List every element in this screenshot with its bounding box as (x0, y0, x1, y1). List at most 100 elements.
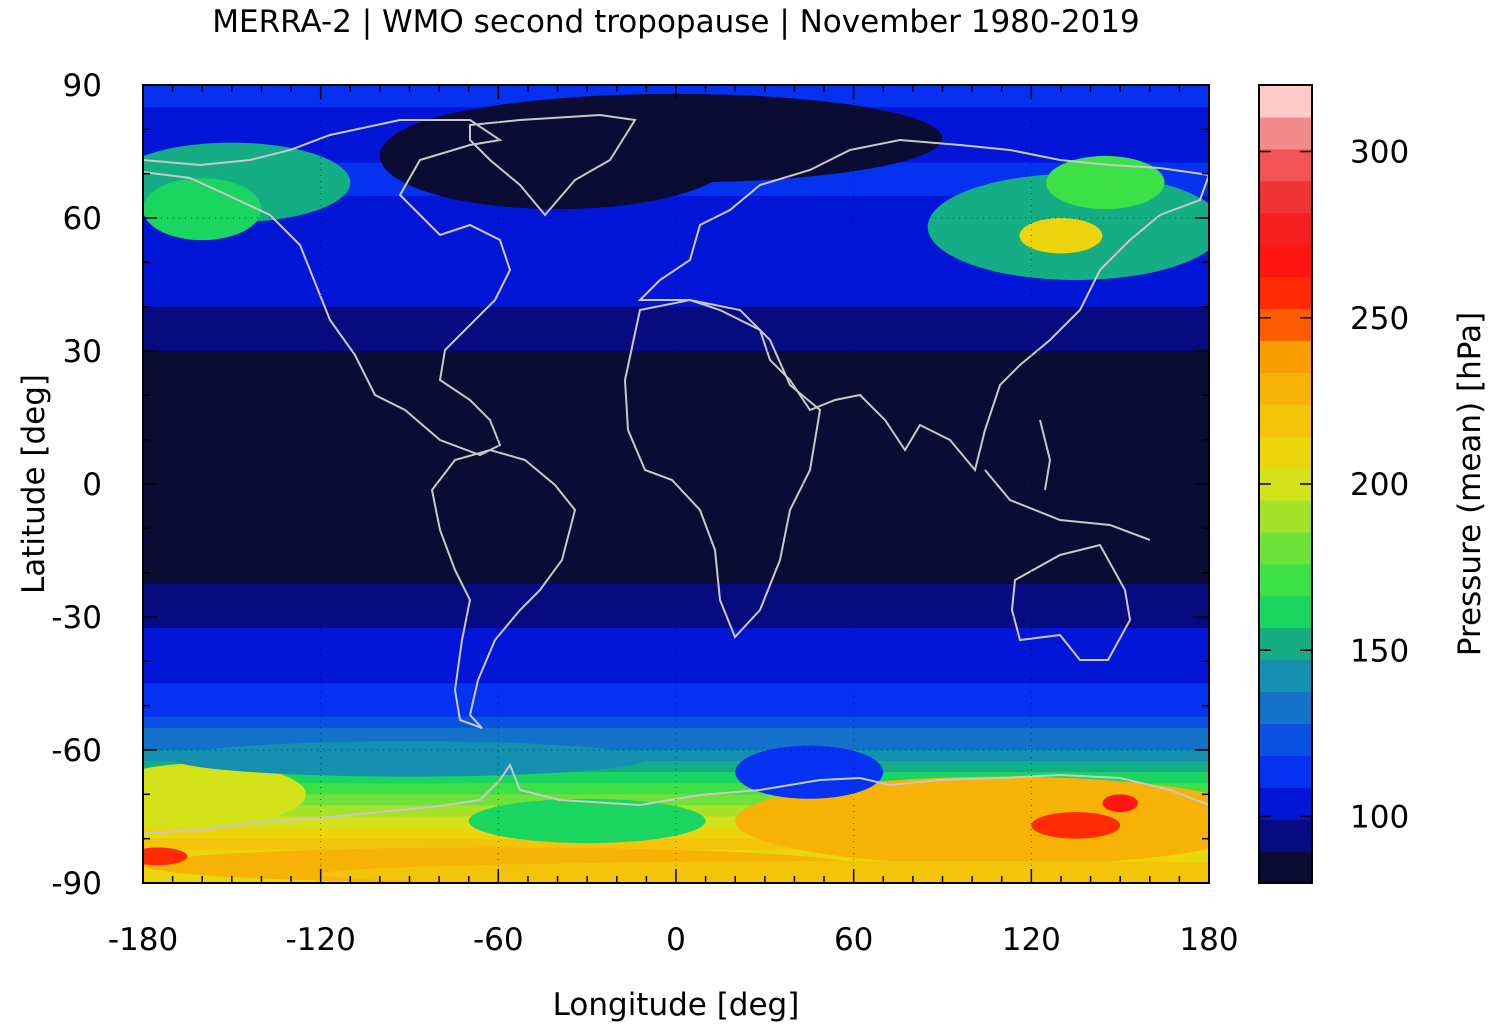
zonal-band (143, 195, 1209, 208)
colorbar-swatch (1259, 627, 1312, 661)
y-tick-labels: 90 60 30 0 -30 -60 -90 (51, 68, 102, 902)
colorbar-label: Pressure (mean) [hPa] (1452, 312, 1488, 656)
colorbar-swatch (1259, 851, 1312, 884)
zonal-band (143, 317, 1209, 330)
pressure-patch (735, 776, 1209, 866)
colorbar-swatch (1259, 212, 1312, 246)
y-tick-label: -90 (51, 866, 102, 902)
grid-lines (143, 85, 1209, 883)
zonal-band (143, 561, 1209, 574)
zonal-band (143, 628, 1209, 640)
x-tick-label: 60 (834, 922, 873, 958)
chart-title: MERRA-2 | WMO second tropopause | Novemb… (212, 4, 1139, 40)
zonal-band (143, 251, 1209, 263)
colorbar-swatch (1259, 308, 1312, 341)
zonal-band (143, 506, 1209, 518)
x-tick-labels: -180 -120 -60 0 60 120 180 (108, 922, 1239, 958)
x-axis-label: Longitude [deg] (553, 987, 800, 1023)
x-tick-label: -60 (473, 922, 524, 958)
coastline-africa (623, 298, 822, 639)
y-tick-label: 60 (63, 201, 102, 237)
coastline-north-america (143, 119, 512, 457)
colorbar-swatch (1259, 499, 1312, 533)
zonal-band (143, 417, 1209, 430)
colorbar-swatch (1259, 531, 1312, 565)
colorbar-tick-label: 150 (1350, 633, 1409, 669)
colorbar-swatch (1259, 372, 1312, 405)
zonal-band (143, 694, 1209, 707)
y-tick-label: 30 (63, 334, 102, 370)
zonal-band (143, 240, 1209, 252)
colorbar-swatch (1259, 691, 1312, 724)
zonal-band (143, 594, 1209, 607)
coastline-eurasia (637, 138, 1209, 473)
colorbar (1259, 85, 1312, 884)
colorbar-swatch (1259, 85, 1312, 118)
colorbar-swatch (1259, 787, 1312, 820)
zonal-band (143, 705, 1209, 718)
y-axis-label: Latitude [deg] (16, 374, 52, 594)
zonal-band (143, 683, 1209, 696)
pressure-patch (1031, 812, 1121, 839)
colorbar-swatch (1259, 755, 1312, 788)
zonal-band (143, 306, 1209, 319)
zonal-band (143, 716, 1209, 729)
x-tick-label: 0 (666, 922, 686, 958)
colorbar-swatch (1259, 180, 1312, 214)
colorbar-swatch (1259, 436, 1312, 469)
zonal-band (143, 461, 1209, 474)
coastline-australia (1010, 543, 1132, 661)
x-tick-label: 120 (1002, 922, 1061, 958)
zonal-band (143, 328, 1209, 341)
zonal-band (143, 539, 1209, 552)
x-tick-label: -120 (285, 922, 355, 958)
pressure-patch (1019, 218, 1103, 254)
zonal-band (143, 572, 1209, 585)
zonal-band (143, 838, 1209, 851)
colorbar-swatch (1259, 723, 1312, 756)
pressure-patch (409, 93, 943, 183)
x-tick-label: -180 (108, 922, 178, 958)
y-tick-label: -60 (51, 733, 102, 769)
y-tick-label: 90 (63, 68, 102, 104)
zonal-band (143, 384, 1209, 396)
coastlines (143, 113, 1209, 834)
pressure-patch (1046, 155, 1165, 210)
zonal-band (143, 206, 1209, 219)
colorbar-swatch (1259, 276, 1312, 310)
pressure-patch (1102, 794, 1138, 813)
zonal-band (143, 472, 1209, 485)
coastline-antarctica (143, 762, 1209, 834)
pressure-patches (143, 93, 1209, 883)
zonal-band (143, 229, 1209, 241)
colorbar-tick-label: 200 (1350, 467, 1409, 503)
coastline-greenland (469, 113, 637, 217)
colorbar-swatch (1259, 659, 1312, 693)
zonal-band (143, 339, 1209, 352)
pressure-patch (320, 860, 1209, 883)
zonal-band (143, 528, 1209, 541)
colorbar-tick-label: 250 (1350, 301, 1409, 337)
colorbar-swatch (1259, 148, 1312, 182)
y-tick-label: -30 (51, 600, 102, 636)
zonal-band (143, 428, 1209, 441)
colorbar-swatch (1259, 404, 1312, 437)
colorbar-swatch (1259, 563, 1312, 597)
zonal-band (143, 273, 1209, 286)
zonal-band (143, 406, 1209, 419)
colorbar-swatch (1259, 340, 1312, 373)
zonal-band (143, 450, 1209, 463)
zonal-band (143, 484, 1209, 496)
colorbar-swatch (1259, 244, 1312, 278)
zonal-band (143, 351, 1209, 363)
zonal-band (143, 783, 1209, 795)
colorbar-tick-label: 300 (1350, 135, 1409, 171)
zonal-band (143, 738, 1209, 751)
pressure-patch (468, 798, 706, 844)
x-tick-label: 180 (1179, 922, 1238, 958)
zonal-band (143, 672, 1209, 685)
zonal-band (143, 495, 1209, 507)
pressure-patch (143, 178, 262, 241)
zonal-band (143, 639, 1209, 651)
